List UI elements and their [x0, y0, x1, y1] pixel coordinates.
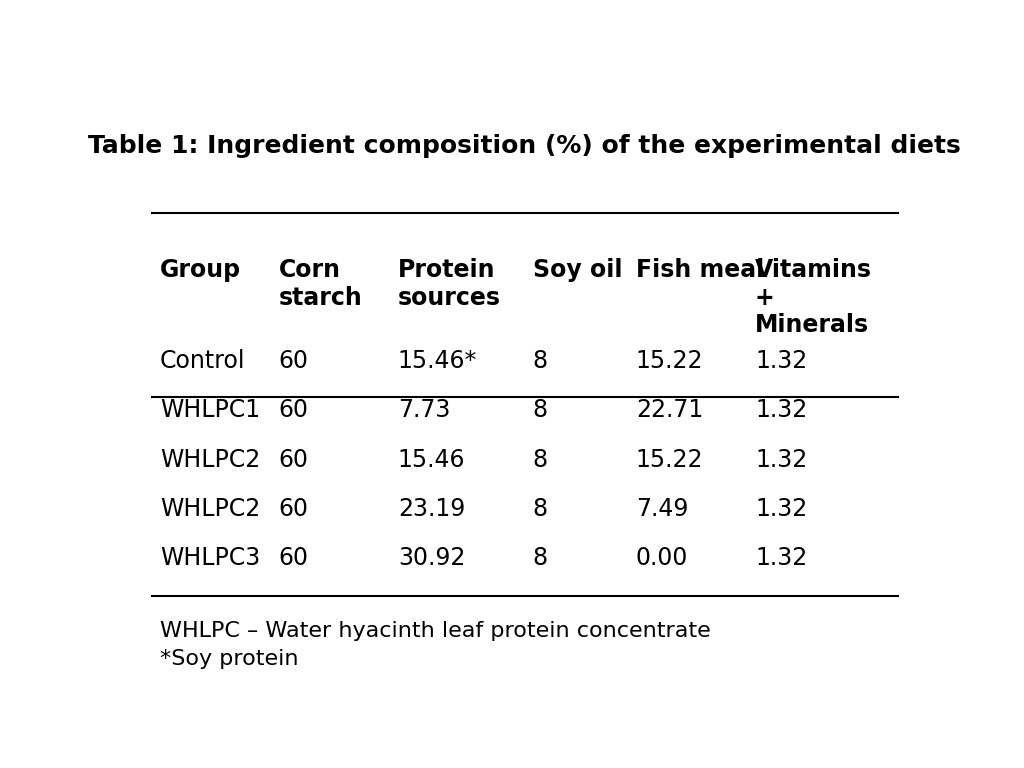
Text: 1.32: 1.32 [755, 349, 807, 373]
Text: 60: 60 [279, 448, 309, 472]
Text: 15.22: 15.22 [636, 349, 703, 373]
Text: 8: 8 [532, 546, 548, 570]
Text: 60: 60 [279, 546, 309, 570]
Text: 0.00: 0.00 [636, 546, 688, 570]
Text: 60: 60 [279, 349, 309, 373]
Text: 1.32: 1.32 [755, 448, 807, 472]
Text: 15.22: 15.22 [636, 448, 703, 472]
Text: 60: 60 [279, 497, 309, 521]
Text: 8: 8 [532, 497, 548, 521]
Text: WHLPC – Water hyacinth leaf protein concentrate: WHLPC – Water hyacinth leaf protein conc… [160, 621, 711, 641]
Text: WHLPC2: WHLPC2 [160, 497, 260, 521]
Text: 30.92: 30.92 [397, 546, 465, 570]
Text: 7.73: 7.73 [397, 399, 451, 422]
Text: Soy oil: Soy oil [532, 258, 623, 282]
Text: 23.19: 23.19 [397, 497, 465, 521]
Text: 1.32: 1.32 [755, 546, 807, 570]
Text: 7.49: 7.49 [636, 497, 688, 521]
Text: 15.46*: 15.46* [397, 349, 477, 373]
Text: 60: 60 [279, 399, 309, 422]
Text: Protein
sources: Protein sources [397, 258, 501, 310]
Text: 1.32: 1.32 [755, 497, 807, 521]
Text: 8: 8 [532, 399, 548, 422]
Text: Vitamins
+
Minerals: Vitamins + Minerals [755, 258, 872, 337]
Text: Fish meal: Fish meal [636, 258, 764, 282]
Text: WHLPC3: WHLPC3 [160, 546, 260, 570]
Text: WHLPC2: WHLPC2 [160, 448, 260, 472]
Text: 8: 8 [532, 349, 548, 373]
Text: Control: Control [160, 349, 245, 373]
Text: 1.32: 1.32 [755, 399, 807, 422]
Text: Table 1: Ingredient composition (%) of the experimental diets: Table 1: Ingredient composition (%) of t… [88, 134, 962, 157]
Text: *Soy protein: *Soy protein [160, 649, 298, 669]
Text: Group: Group [160, 258, 241, 282]
Text: Corn
starch: Corn starch [279, 258, 362, 310]
Text: 8: 8 [532, 448, 548, 472]
Text: WHLPC1: WHLPC1 [160, 399, 260, 422]
Text: 22.71: 22.71 [636, 399, 703, 422]
Text: 15.46: 15.46 [397, 448, 465, 472]
